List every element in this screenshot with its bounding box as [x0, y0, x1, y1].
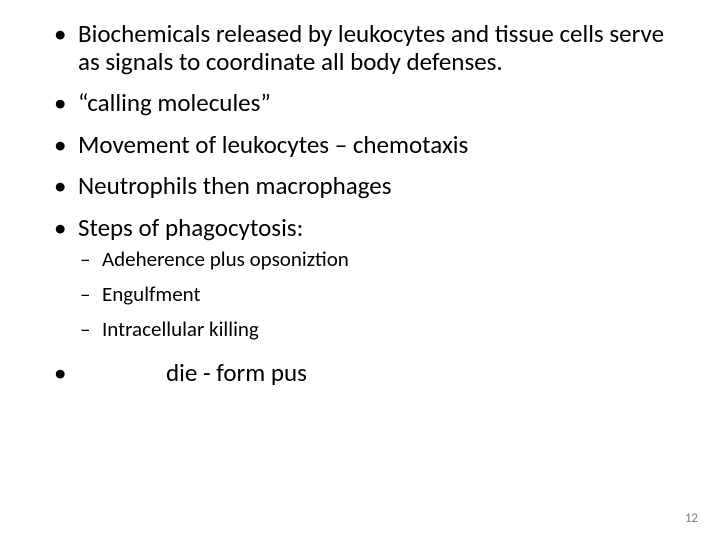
- bullet-item: Neutrophils then macrophages: [50, 172, 670, 200]
- bullet-text: Movement of leukocytes – chemotaxis: [78, 129, 468, 160]
- bullet-item: Movement of leukocytes – chemotaxis: [50, 131, 670, 159]
- sub-bullet-item: Intracellular killing: [78, 317, 670, 342]
- bullet-text: Biochemicals released by leukocytes and …: [78, 18, 664, 77]
- bullet-item: “calling molecules”: [50, 89, 670, 117]
- sub-bullet-item: Engulfment: [78, 282, 670, 307]
- sub-bullet-text: Intracellular killing: [102, 316, 259, 342]
- slide-container: Biochemicals released by leukocytes and …: [0, 0, 720, 540]
- main-bullet-list: Biochemicals released by leukocytes and …: [50, 20, 670, 343]
- bullet-text: Steps of phagocytosis:: [78, 212, 303, 243]
- bullet-text: “calling molecules”: [78, 87, 271, 118]
- bullet-item: Biochemicals released by leukocytes and …: [50, 20, 670, 75]
- sub-bullet-text: Engulfment: [102, 281, 201, 307]
- sub-bullet-list: Adeherence plus opsoniztion Engulfment I…: [78, 247, 670, 343]
- last-line-text: die - form pus: [166, 357, 307, 388]
- page-number: 12: [685, 511, 698, 526]
- bullet-item: Steps of phagocytosis: Adeherence plus o…: [50, 214, 670, 343]
- bullet-item-last: die - form pus: [50, 357, 670, 388]
- sub-bullet-text: Adeherence plus opsoniztion: [102, 246, 349, 272]
- bullet-text: Neutrophils then macrophages: [78, 170, 392, 201]
- sub-bullet-item: Adeherence plus opsoniztion: [78, 247, 670, 272]
